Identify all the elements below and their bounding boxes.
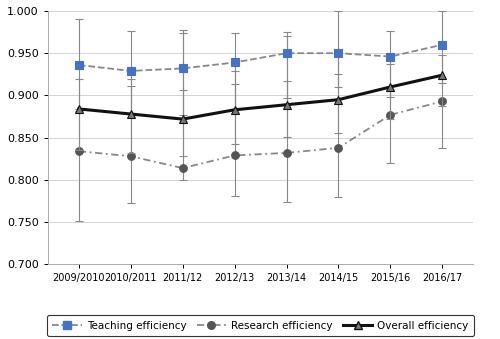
Legend: Teaching efficiency, Research efficiency, Overall efficiency: Teaching efficiency, Research efficiency…	[47, 315, 474, 336]
